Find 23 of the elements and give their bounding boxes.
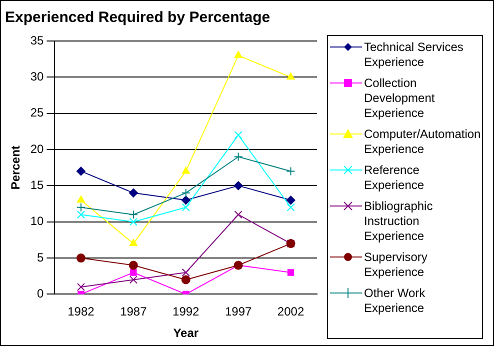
legend-label: Reference Experience [364, 163, 426, 193]
y-tick-label: 15 [30, 178, 44, 192]
y-tick-label: 35 [30, 33, 44, 48]
y-axis-title: Percent [8, 146, 23, 190]
x-tick-label: 1992 [172, 304, 200, 319]
x-tick-label: 1982 [68, 304, 95, 319]
y-tick-label: 10 [30, 214, 44, 228]
legend-label: Collection Development Experience [364, 76, 436, 121]
legend-label: Computer/Automation Experience [364, 127, 481, 157]
y-tick-label: 30 [30, 69, 44, 84]
chart-title: Experienced Required by Percentage [5, 9, 270, 26]
x-axis-title: Year [173, 326, 199, 340]
legend-label: Supervisory Experience [364, 250, 428, 280]
y-tick-label: 0 [37, 286, 44, 301]
legend-label: Technical Services Experience [364, 40, 464, 70]
y-tick-label: 20 [30, 142, 44, 156]
y-tick-label: 25 [30, 106, 44, 120]
x-tick-label: 2002 [277, 304, 304, 319]
x-tick-label: 1987 [120, 304, 148, 319]
legend-label: Bibliographic Instruction Experience [364, 199, 434, 244]
x-tick-label: 1997 [224, 304, 252, 319]
y-tick-label: 5 [37, 250, 44, 264]
legend-label: Other Work Experience [364, 286, 426, 316]
